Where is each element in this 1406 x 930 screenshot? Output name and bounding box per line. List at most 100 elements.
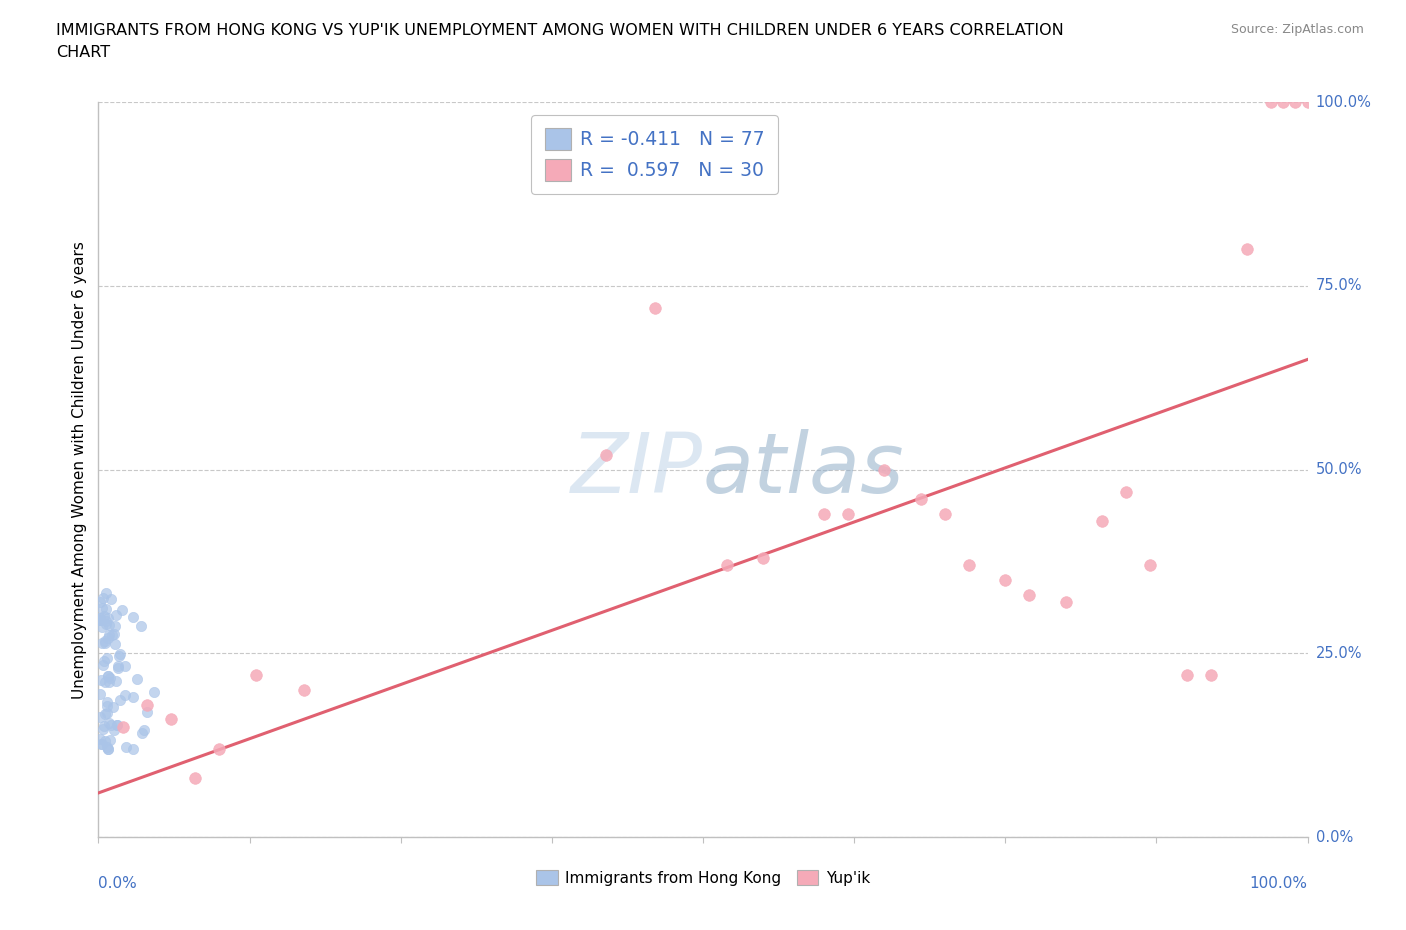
Point (96, 585, 118, 600)
Point (91, 635, 114, 650)
Point (1199, 668, 1222, 683)
Point (97, 631, 120, 645)
Point (91, 737, 114, 751)
Point (1115, 485, 1137, 499)
Point (107, 658, 129, 673)
Point (96, 650, 118, 665)
Point (97, 610, 120, 625)
Text: 0.0%: 0.0% (98, 876, 138, 891)
Point (104, 618, 127, 633)
Point (129, 618, 152, 633)
Point (1175, 668, 1198, 683)
Point (89, 686, 111, 701)
Point (93, 591, 115, 605)
Point (96, 614, 118, 629)
Point (105, 718, 128, 733)
Point (160, 712, 183, 727)
Text: CHART: CHART (56, 45, 110, 60)
Point (100, 717, 122, 732)
Text: atlas: atlas (703, 429, 904, 511)
Point (934, 506, 956, 521)
Text: 25.0%: 25.0% (1316, 645, 1362, 661)
Point (93, 636, 115, 651)
Point (93, 718, 115, 733)
Text: 75.0%: 75.0% (1316, 278, 1362, 294)
Point (94, 734, 117, 749)
Point (96, 706, 118, 721)
Point (114, 739, 136, 754)
Point (97, 742, 120, 757)
Point (873, 462, 896, 477)
Point (114, 658, 136, 673)
Point (97, 669, 120, 684)
Point (136, 705, 159, 720)
Text: Source: ZipAtlas.com: Source: ZipAtlas.com (1230, 23, 1364, 36)
Point (910, 492, 932, 507)
Point (89, 613, 111, 628)
Point (91, 722, 114, 737)
Point (94, 674, 117, 689)
Point (94, 707, 117, 722)
Point (1236, 242, 1258, 257)
Point (837, 506, 859, 521)
Point (90, 601, 112, 616)
Point (292, 683, 315, 698)
Point (90, 672, 112, 687)
Point (98, 732, 121, 747)
Point (103, 723, 125, 737)
Point (108, 647, 131, 662)
Point (96, 695, 118, 710)
Point (96, 698, 118, 713)
Point (98, 627, 121, 642)
Point (184, 771, 207, 786)
Point (1054, 594, 1077, 609)
Point (105, 717, 128, 732)
Point (94, 617, 117, 631)
Point (752, 551, 775, 565)
Point (98, 671, 121, 686)
Point (97, 742, 120, 757)
Point (105, 673, 128, 688)
Point (89, 710, 111, 724)
Text: 100.0%: 100.0% (1316, 95, 1372, 110)
Point (89, 613, 111, 628)
Text: IMMIGRANTS FROM HONG KONG VS YUP'IK UNEMPLOYMENT AMONG WOMEN WITH CHILDREN UNDER: IMMIGRANTS FROM HONG KONG VS YUP'IK UNEM… (56, 23, 1064, 38)
Text: ZIP: ZIP (571, 429, 703, 511)
Point (98, 716, 121, 731)
Point (142, 684, 165, 699)
Point (994, 573, 1017, 588)
Point (1260, 95, 1282, 110)
Point (1091, 513, 1114, 528)
Point (96, 739, 118, 754)
Point (110, 693, 132, 708)
Point (644, 300, 666, 315)
Point (100, 591, 122, 606)
Point (98, 674, 121, 689)
Point (127, 671, 149, 686)
Point (1018, 587, 1040, 602)
Point (1296, 95, 1319, 110)
Point (89, 594, 111, 609)
Point (104, 637, 127, 652)
Point (957, 558, 980, 573)
Point (90, 737, 112, 751)
Point (97, 618, 120, 633)
Point (96, 601, 118, 616)
Point (89, 612, 111, 627)
Point (89, 611, 111, 626)
Point (90, 619, 112, 634)
Point (135, 698, 157, 712)
Legend: Immigrants from Hong Kong, Yup'ik: Immigrants from Hong Kong, Yup'ik (530, 864, 876, 892)
Point (1284, 95, 1306, 110)
Point (1272, 95, 1295, 110)
Point (100, 628, 122, 643)
Point (122, 690, 145, 705)
Point (89, 610, 111, 625)
Point (93, 654, 115, 669)
Point (103, 627, 125, 642)
Point (813, 506, 835, 521)
Text: 50.0%: 50.0% (1316, 462, 1362, 477)
Point (97, 669, 120, 684)
Point (91, 658, 114, 672)
Point (595, 447, 617, 462)
